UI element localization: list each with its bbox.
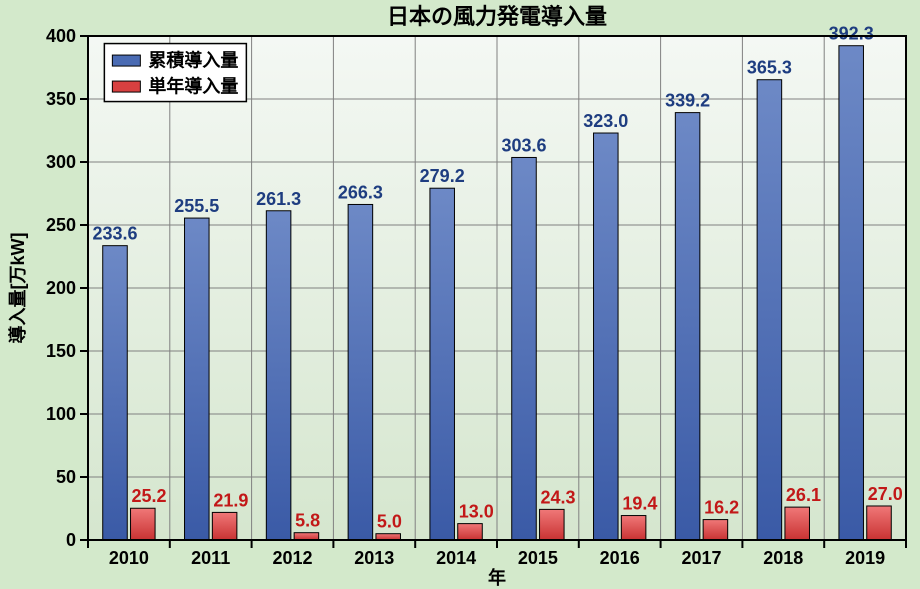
- bar-cumulative: [594, 133, 619, 540]
- bar-annual: [703, 520, 728, 540]
- x-tick-label: 2012: [272, 548, 312, 568]
- bar-cumulative: [266, 211, 291, 540]
- bar-cumulative: [512, 157, 537, 540]
- y-tick-label: 50: [56, 467, 76, 487]
- value-label-annual: 5.0: [377, 512, 402, 532]
- bar-cumulative: [185, 218, 210, 540]
- x-tick-label: 2011: [191, 548, 230, 568]
- value-label-annual: 24.3: [541, 487, 576, 507]
- bar-annual: [540, 509, 565, 540]
- y-tick-label: 100: [46, 404, 76, 424]
- y-tick-label: 350: [46, 89, 76, 109]
- bar-annual: [621, 516, 646, 540]
- value-label-cumulative: 365.3: [747, 58, 792, 78]
- value-label-cumulative: 279.2: [420, 166, 465, 186]
- value-label-annual: 16.2: [704, 498, 739, 518]
- value-label-annual: 5.8: [295, 511, 320, 531]
- bar-cumulative: [103, 246, 128, 540]
- legend-label-annual: 単年導入量: [148, 76, 238, 97]
- bar-annual: [458, 524, 483, 540]
- x-tick-label: 2015: [518, 548, 558, 568]
- y-tick-label: 0: [66, 530, 76, 550]
- legend-swatch-annual: [112, 81, 140, 92]
- value-label-annual: 21.9: [213, 490, 248, 510]
- chart-title: 日本の風力発電導入量: [387, 4, 607, 29]
- x-tick-label: 2016: [600, 548, 640, 568]
- value-label-cumulative: 323.0: [583, 111, 628, 131]
- value-label-cumulative: 255.5: [174, 196, 219, 216]
- value-label-cumulative: 233.6: [92, 224, 137, 244]
- bar-annual: [867, 506, 892, 540]
- value-label-cumulative: 339.2: [665, 91, 710, 111]
- value-label-annual: 26.1: [786, 485, 821, 505]
- wind-power-chart: 233.6 25.2 255.5 21.9 261.3 5.8 266.3 5.0 279.2 1…: [0, 0, 920, 589]
- x-tick-label: 2014: [436, 548, 476, 568]
- legend: 累積導入量単年導入量: [104, 44, 246, 102]
- value-label-cumulative: 392.3: [829, 24, 874, 44]
- bar-cumulative: [348, 204, 373, 540]
- x-axis-title: 年: [488, 567, 506, 588]
- bar-annual: [294, 533, 319, 540]
- bar-annual: [212, 512, 237, 540]
- bar-cumulative: [839, 46, 864, 540]
- bar-cumulative: [675, 113, 700, 540]
- legend-swatch-cumulative: [112, 55, 140, 66]
- y-tick-label: 200: [46, 278, 76, 298]
- x-tick-label: 2010: [109, 548, 149, 568]
- x-tick-label: 2017: [681, 548, 721, 568]
- y-tick-label: 150: [46, 341, 76, 361]
- value-label-annual: 13.0: [459, 502, 494, 522]
- y-tick-label: 250: [46, 215, 76, 235]
- x-tick-label: 2018: [763, 548, 803, 568]
- value-label-cumulative: 261.3: [256, 189, 301, 209]
- bar-cumulative: [430, 188, 455, 540]
- value-label-annual: 25.2: [132, 486, 167, 506]
- x-tick-label: 2013: [354, 548, 394, 568]
- y-axis-title: 導入量[万kW]: [7, 233, 28, 344]
- bar-cumulative: [757, 80, 782, 540]
- value-label-annual: 27.0: [868, 484, 903, 504]
- bar-annual: [131, 508, 156, 540]
- value-label-cumulative: 303.6: [501, 135, 546, 155]
- value-label-annual: 19.4: [622, 494, 657, 514]
- y-tick-label: 300: [46, 152, 76, 172]
- x-tick-label: 2019: [845, 548, 885, 568]
- legend-label-cumulative: 累積導入量: [148, 50, 238, 71]
- bar-annual: [785, 507, 810, 540]
- value-label-cumulative: 266.3: [338, 182, 383, 202]
- y-tick-label: 400: [46, 26, 76, 46]
